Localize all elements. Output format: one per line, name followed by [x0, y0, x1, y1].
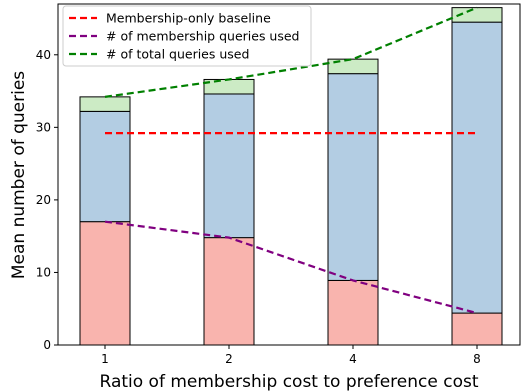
x-axis-ticks: 1 2 4 8 — [101, 345, 481, 366]
y-axis-label: Mean number of queries — [9, 71, 29, 279]
bar-segment-1-cat-1 — [79, 221, 131, 346]
bar-segment-2-cat-4 — [327, 73, 379, 281]
y-tick-label-10: 10 — [36, 265, 51, 279]
bar-segment-1-cat-4 — [327, 279, 379, 346]
bar-segment-3-cat-2 — [203, 78, 255, 95]
y-tick-label-40: 40 — [36, 48, 51, 62]
x-tick-label-2: 2 — [225, 352, 233, 366]
bar-segment-3-cat-4 — [327, 58, 379, 75]
bar-segment-2-cat-1 — [79, 110, 131, 223]
y-tick-label-30: 30 — [36, 120, 51, 134]
bar-segment-1-cat-2 — [203, 237, 255, 346]
legend-label-2: # of membership queries used — [106, 29, 300, 44]
bar-segment-2-cat-2 — [203, 93, 255, 239]
axes-frame — [57, 3, 521, 346]
series-line-2 — [104, 220, 478, 315]
bars-layer — [79, 7, 503, 346]
bar-segment-3-cat-8 — [451, 7, 503, 23]
x-tick-label-1: 1 — [101, 352, 109, 366]
legend: Membership-only baseline # of membership … — [62, 5, 312, 67]
x-tick-label-4: 4 — [349, 352, 357, 366]
legend-label-3: # of total queries used — [106, 47, 249, 62]
legend-box — [62, 5, 312, 67]
y-tick-label-20: 20 — [36, 193, 51, 207]
bar-segment-3-cat-1 — [79, 96, 131, 112]
x-tick-label-8: 8 — [473, 352, 481, 366]
y-tick-label-0: 0 — [43, 338, 51, 352]
legend-label-1: Membership-only baseline — [106, 11, 271, 26]
x-axis-label: Ratio of membership cost to preference c… — [100, 372, 479, 391]
bar-segment-1-cat-8 — [451, 312, 503, 346]
bar-segment-2-cat-8 — [451, 21, 503, 314]
series-line-3 — [104, 6, 478, 98]
lines-layer — [104, 6, 478, 315]
y-axis-ticks: 0 10 20 30 40 — [36, 48, 58, 352]
